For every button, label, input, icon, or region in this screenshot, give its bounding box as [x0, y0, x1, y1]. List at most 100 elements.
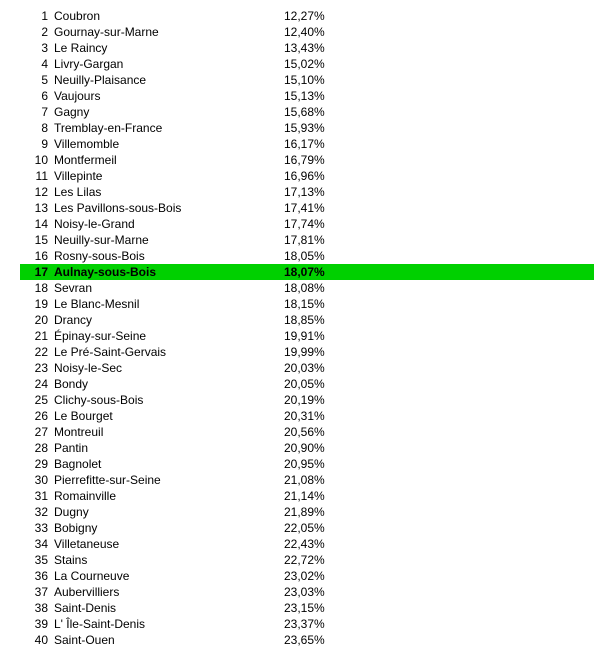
rank-cell: 30 — [20, 472, 54, 488]
table-row: 40Saint-Ouen23,65% — [20, 632, 594, 648]
table-row: 9Villemomble16,17% — [20, 136, 594, 152]
pct-cell: 23,03% — [284, 584, 344, 600]
rank-cell: 29 — [20, 456, 54, 472]
rank-cell: 9 — [20, 136, 54, 152]
name-cell: Le Raincy — [54, 40, 284, 56]
rank-cell: 12 — [20, 184, 54, 200]
rank-cell: 7 — [20, 104, 54, 120]
pct-cell: 20,95% — [284, 456, 344, 472]
pct-cell: 12,40% — [284, 24, 344, 40]
name-cell: Villemomble — [54, 136, 284, 152]
name-cell: Villetaneuse — [54, 536, 284, 552]
table-row: 3Le Raincy13,43% — [20, 40, 594, 56]
table-row: 27Montreuil20,56% — [20, 424, 594, 440]
pct-cell: 16,96% — [284, 168, 344, 184]
table-row: 24Bondy20,05% — [20, 376, 594, 392]
table-row: 35Stains22,72% — [20, 552, 594, 568]
rank-cell: 25 — [20, 392, 54, 408]
pct-cell: 15,13% — [284, 88, 344, 104]
table-row: 33Bobigny22,05% — [20, 520, 594, 536]
pct-cell: 21,89% — [284, 504, 344, 520]
pct-cell: 15,10% — [284, 72, 344, 88]
pct-cell: 15,93% — [284, 120, 344, 136]
table-row: 32Dugny21,89% — [20, 504, 594, 520]
rank-cell: 39 — [20, 616, 54, 632]
table-row: 5Neuilly-Plaisance15,10% — [20, 72, 594, 88]
name-cell: Le Bourget — [54, 408, 284, 424]
name-cell: Villepinte — [54, 168, 284, 184]
name-cell: Les Pavillons-sous-Bois — [54, 200, 284, 216]
name-cell: Saint-Ouen — [54, 632, 284, 648]
rank-cell: 26 — [20, 408, 54, 424]
name-cell: Le Blanc-Mesnil — [54, 296, 284, 312]
rank-cell: 34 — [20, 536, 54, 552]
pct-cell: 21,14% — [284, 488, 344, 504]
table-row: 39L' Île-Saint-Denis23,37% — [20, 616, 594, 632]
name-cell: Sevran — [54, 280, 284, 296]
table-row: 22Le Pré-Saint-Gervais19,99% — [20, 344, 594, 360]
table-row: 16Rosny-sous-Bois18,05% — [20, 248, 594, 264]
rank-cell: 8 — [20, 120, 54, 136]
rank-cell: 5 — [20, 72, 54, 88]
rank-cell: 35 — [20, 552, 54, 568]
rank-cell: 21 — [20, 328, 54, 344]
name-cell: Stains — [54, 552, 284, 568]
pct-cell: 16,17% — [284, 136, 344, 152]
table-row: 10Montfermeil16,79% — [20, 152, 594, 168]
pct-cell: 16,79% — [284, 152, 344, 168]
table-row: 38Saint-Denis23,15% — [20, 600, 594, 616]
table-row: 12Les Lilas17,13% — [20, 184, 594, 200]
name-cell: Bagnolet — [54, 456, 284, 472]
pct-cell: 13,43% — [284, 40, 344, 56]
name-cell: Livry-Gargan — [54, 56, 284, 72]
pct-cell: 23,37% — [284, 616, 344, 632]
pct-cell: 17,74% — [284, 216, 344, 232]
name-cell: Neuilly-Plaisance — [54, 72, 284, 88]
table-row: 37Aubervilliers23,03% — [20, 584, 594, 600]
rank-cell: 27 — [20, 424, 54, 440]
name-cell: La Courneuve — [54, 568, 284, 584]
name-cell: Coubron — [54, 8, 284, 24]
table-row: 13Les Pavillons-sous-Bois17,41% — [20, 200, 594, 216]
rank-cell: 38 — [20, 600, 54, 616]
name-cell: Vaujours — [54, 88, 284, 104]
pct-cell: 22,05% — [284, 520, 344, 536]
rank-cell: 10 — [20, 152, 54, 168]
table-row: 20Drancy18,85% — [20, 312, 594, 328]
pct-cell: 12,27% — [284, 8, 344, 24]
rank-cell: 23 — [20, 360, 54, 376]
pct-cell: 23,02% — [284, 568, 344, 584]
pct-cell: 22,72% — [284, 552, 344, 568]
rank-cell: 4 — [20, 56, 54, 72]
name-cell: Épinay-sur-Seine — [54, 328, 284, 344]
pct-cell: 20,19% — [284, 392, 344, 408]
name-cell: Romainville — [54, 488, 284, 504]
pct-cell: 18,08% — [284, 280, 344, 296]
pct-cell: 20,31% — [284, 408, 344, 424]
table-row: 14Noisy-le-Grand17,74% — [20, 216, 594, 232]
rank-cell: 14 — [20, 216, 54, 232]
name-cell: Dugny — [54, 504, 284, 520]
table-row: 34Villetaneuse22,43% — [20, 536, 594, 552]
name-cell: Montreuil — [54, 424, 284, 440]
table-row: 25Clichy-sous-Bois20,19% — [20, 392, 594, 408]
table-row: 18Sevran18,08% — [20, 280, 594, 296]
table-row: 11Villepinte16,96% — [20, 168, 594, 184]
name-cell: Bobigny — [54, 520, 284, 536]
rank-cell: 28 — [20, 440, 54, 456]
pct-cell: 18,15% — [284, 296, 344, 312]
rank-cell: 36 — [20, 568, 54, 584]
name-cell: Noisy-le-Sec — [54, 360, 284, 376]
rank-cell: 16 — [20, 248, 54, 264]
name-cell: Tremblay-en-France — [54, 120, 284, 136]
table-row: 4Livry-Gargan15,02% — [20, 56, 594, 72]
rank-cell: 13 — [20, 200, 54, 216]
rank-cell: 22 — [20, 344, 54, 360]
rank-cell: 6 — [20, 88, 54, 104]
name-cell: Bondy — [54, 376, 284, 392]
rank-cell: 31 — [20, 488, 54, 504]
table-row: 7Gagny15,68% — [20, 104, 594, 120]
table-row: 36La Courneuve23,02% — [20, 568, 594, 584]
pct-cell: 22,43% — [284, 536, 344, 552]
name-cell: Les Lilas — [54, 184, 284, 200]
